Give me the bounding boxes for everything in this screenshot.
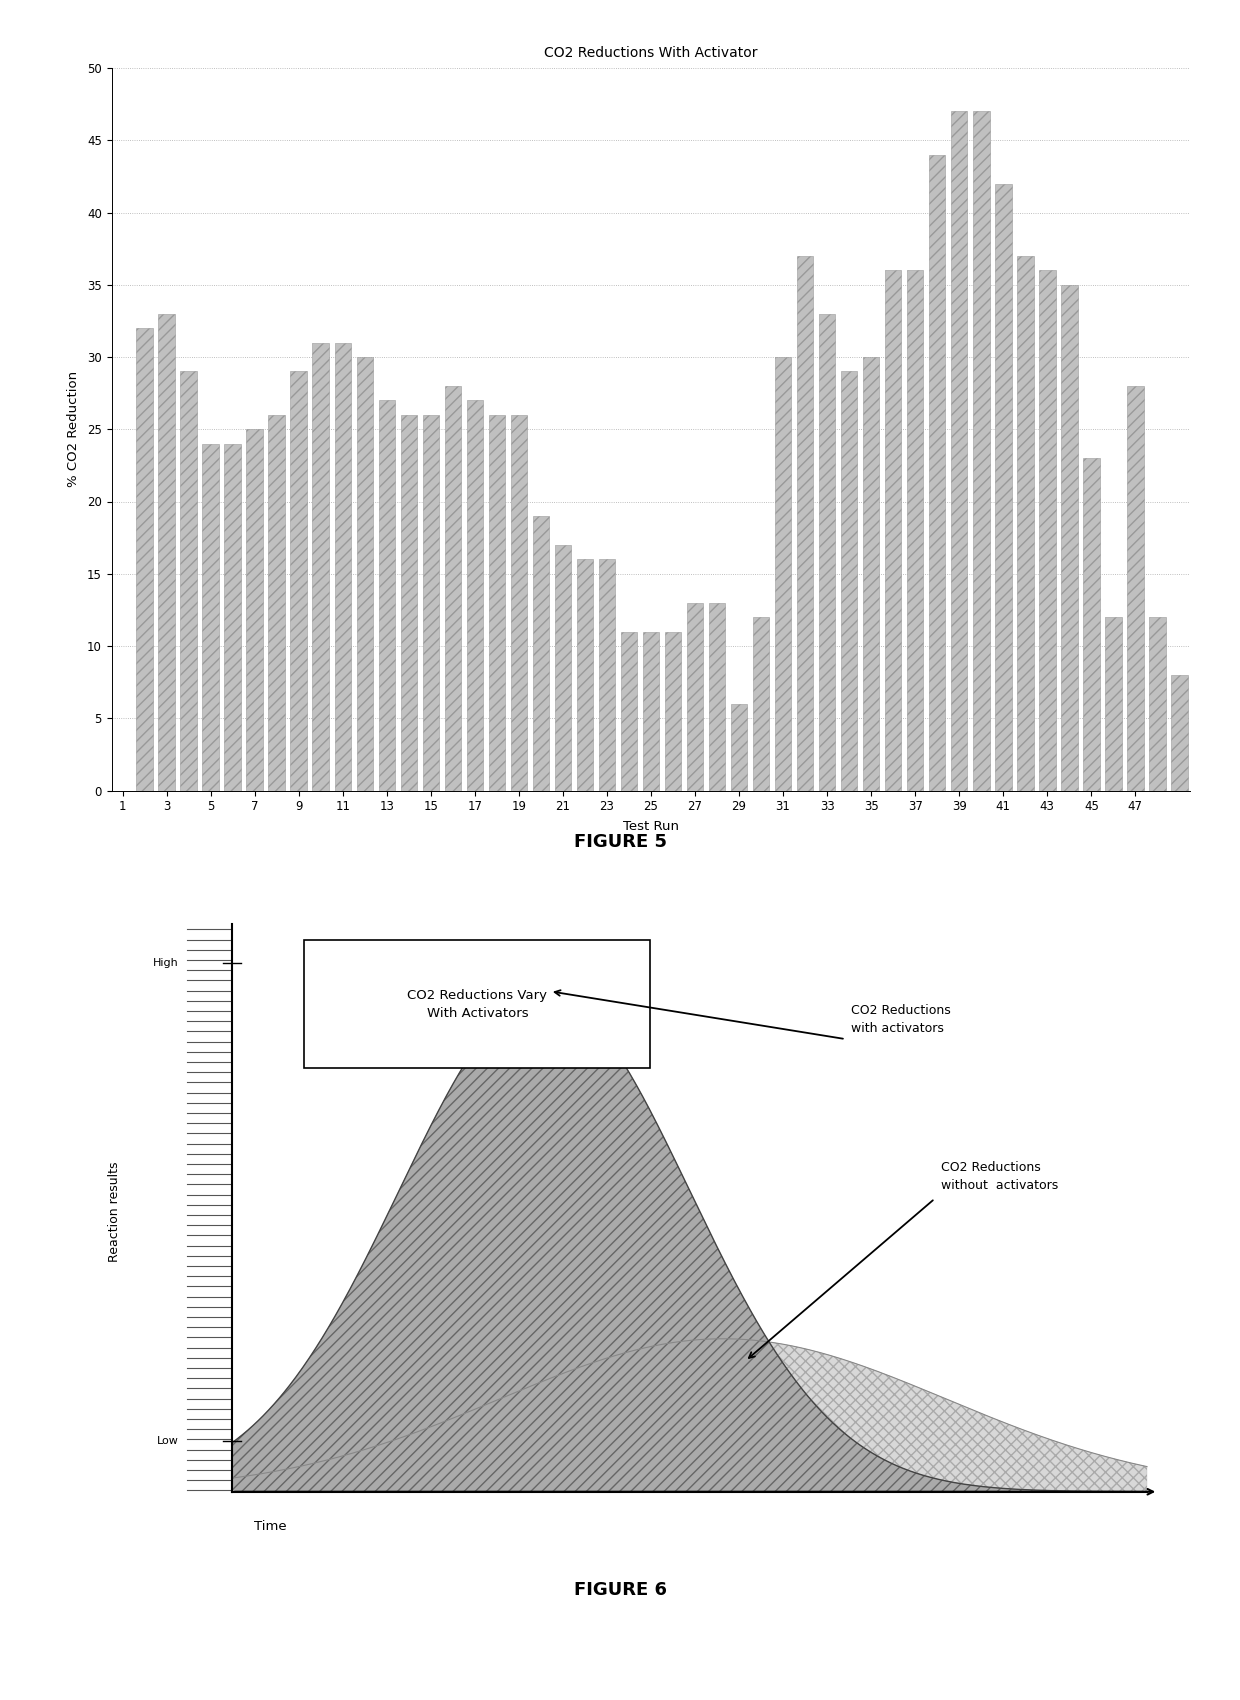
Bar xyxy=(885,270,901,790)
Bar xyxy=(423,415,439,790)
Bar xyxy=(290,372,308,790)
Bar xyxy=(224,444,241,790)
Bar xyxy=(797,255,813,791)
Bar xyxy=(687,604,703,791)
Bar xyxy=(775,357,791,790)
Bar xyxy=(906,270,924,790)
Text: FIGURE 5: FIGURE 5 xyxy=(573,833,667,852)
Text: Low: Low xyxy=(156,1436,179,1445)
Bar xyxy=(599,559,615,791)
Text: Reaction results: Reaction results xyxy=(108,1161,122,1261)
Bar xyxy=(1061,286,1078,791)
Bar xyxy=(863,357,879,790)
Text: CO2 Reductions Vary
With Activators: CO2 Reductions Vary With Activators xyxy=(408,989,547,1020)
Bar xyxy=(709,604,725,791)
Bar xyxy=(136,328,153,790)
Bar xyxy=(533,517,549,790)
Bar xyxy=(1083,459,1100,790)
Bar xyxy=(378,401,396,790)
Bar xyxy=(511,415,527,790)
Text: Time: Time xyxy=(254,1520,286,1533)
Bar xyxy=(665,632,681,790)
Bar xyxy=(621,632,637,790)
Bar xyxy=(401,415,417,790)
Bar xyxy=(312,343,329,790)
Bar xyxy=(1171,675,1188,790)
Text: FIGURE 6: FIGURE 6 xyxy=(573,1581,667,1600)
Bar xyxy=(730,704,748,790)
X-axis label: Test Run: Test Run xyxy=(622,819,680,833)
Bar xyxy=(335,343,351,790)
Bar xyxy=(929,155,945,790)
Bar xyxy=(445,386,461,790)
Bar xyxy=(1105,617,1122,791)
Bar xyxy=(841,372,857,790)
Bar xyxy=(973,112,990,791)
Bar xyxy=(994,184,1012,791)
Bar xyxy=(1039,270,1055,790)
Bar xyxy=(1127,386,1143,790)
Bar xyxy=(159,314,175,790)
FancyBboxPatch shape xyxy=(305,940,651,1068)
Bar xyxy=(554,544,572,790)
Bar xyxy=(357,357,373,790)
Text: CO2 Reductions
without  activators: CO2 Reductions without activators xyxy=(941,1161,1058,1192)
Text: High: High xyxy=(153,957,179,967)
Bar xyxy=(466,401,484,790)
Bar xyxy=(180,372,197,790)
Bar xyxy=(269,415,285,790)
Bar xyxy=(1017,255,1033,791)
Bar xyxy=(753,617,769,791)
Bar xyxy=(1149,617,1166,791)
Bar xyxy=(642,632,660,790)
Bar xyxy=(247,430,263,790)
Bar xyxy=(489,415,505,790)
Bar xyxy=(951,112,967,791)
Title: CO2 Reductions With Activator: CO2 Reductions With Activator xyxy=(544,46,758,60)
Y-axis label: % CO2 Reduction: % CO2 Reduction xyxy=(67,371,81,488)
Bar xyxy=(577,559,593,791)
Text: CO2 Reductions
with activators: CO2 Reductions with activators xyxy=(851,1005,951,1035)
Bar xyxy=(202,444,219,790)
Bar xyxy=(818,314,836,790)
